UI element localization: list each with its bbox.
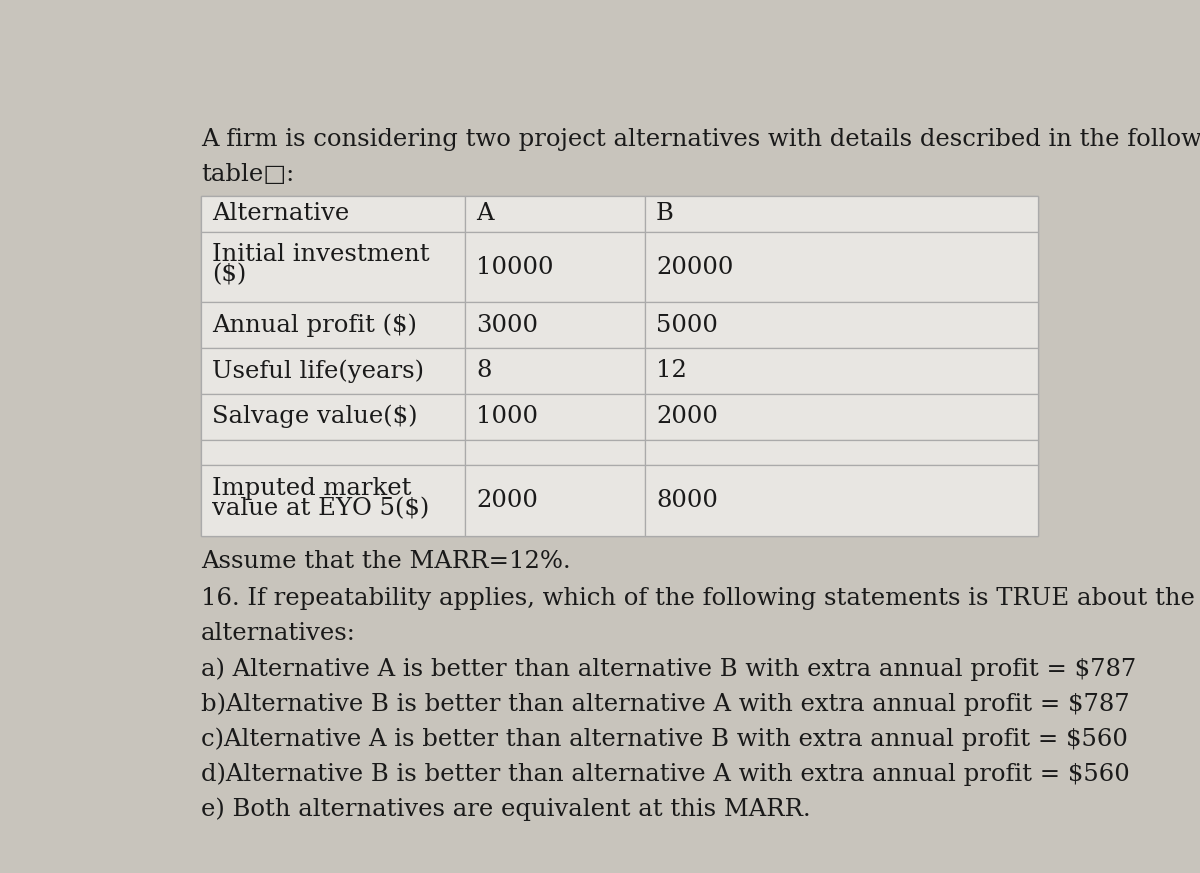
Text: e) Both alternatives are equivalent at this MARR.: e) Both alternatives are equivalent at t…: [202, 797, 811, 821]
Bar: [464, 465, 644, 536]
Text: a) Alternative A is better than alternative B with extra annual profit = $787: a) Alternative A is better than alternat…: [202, 657, 1136, 681]
Bar: [202, 394, 464, 439]
Bar: [644, 439, 1038, 465]
Text: B: B: [656, 203, 673, 225]
Bar: [464, 196, 644, 232]
Bar: [464, 302, 644, 348]
Text: d)Alternative B is better than alternative A with extra annual profit = $560: d)Alternative B is better than alternati…: [202, 762, 1130, 786]
Text: ($): ($): [212, 264, 246, 286]
Text: 10000: 10000: [476, 256, 553, 278]
Text: Assume that the MARR=12%.: Assume that the MARR=12%.: [202, 551, 571, 574]
Bar: [464, 394, 644, 439]
Bar: [644, 394, 1038, 439]
Text: table□:: table□:: [202, 163, 294, 186]
Text: Imputed market: Imputed market: [212, 477, 412, 499]
Text: A firm is considering two project alternatives with details described in the fol: A firm is considering two project altern…: [202, 128, 1200, 151]
Text: 2000: 2000: [476, 489, 538, 512]
Bar: [202, 348, 464, 394]
Text: 1000: 1000: [476, 405, 538, 428]
Text: Alternative: Alternative: [212, 203, 349, 225]
Bar: [464, 348, 644, 394]
Text: Annual profit ($): Annual profit ($): [212, 313, 418, 337]
Text: 3000: 3000: [476, 313, 538, 337]
Bar: [202, 196, 464, 232]
Bar: [202, 302, 464, 348]
Text: 8: 8: [476, 360, 491, 382]
Bar: [202, 196, 1038, 536]
Text: A: A: [476, 203, 493, 225]
Text: Useful life(years): Useful life(years): [212, 359, 425, 382]
Bar: [644, 302, 1038, 348]
Text: 5000: 5000: [656, 313, 718, 337]
Text: 12: 12: [656, 360, 686, 382]
Bar: [202, 465, 464, 536]
Text: alternatives:: alternatives:: [202, 622, 356, 645]
Bar: [202, 439, 464, 465]
Text: 2000: 2000: [656, 405, 718, 428]
Bar: [464, 439, 644, 465]
Bar: [202, 232, 464, 302]
Bar: [464, 232, 644, 302]
Text: Initial investment: Initial investment: [212, 244, 430, 266]
Text: 8000: 8000: [656, 489, 718, 512]
Bar: [644, 232, 1038, 302]
Bar: [644, 196, 1038, 232]
Bar: [644, 465, 1038, 536]
Text: value at EYO 5($): value at EYO 5($): [212, 497, 430, 520]
Text: Salvage value($): Salvage value($): [212, 405, 418, 429]
Text: c)Alternative A is better than alternative B with extra annual profit = $560: c)Alternative A is better than alternati…: [202, 727, 1128, 751]
Text: b)Alternative B is better than alternative A with extra annual profit = $787: b)Alternative B is better than alternati…: [202, 692, 1129, 716]
Bar: [644, 348, 1038, 394]
Text: 20000: 20000: [656, 256, 733, 278]
Text: 16. If repeatability applies, which of the following statements is TRUE about th: 16. If repeatability applies, which of t…: [202, 588, 1195, 610]
